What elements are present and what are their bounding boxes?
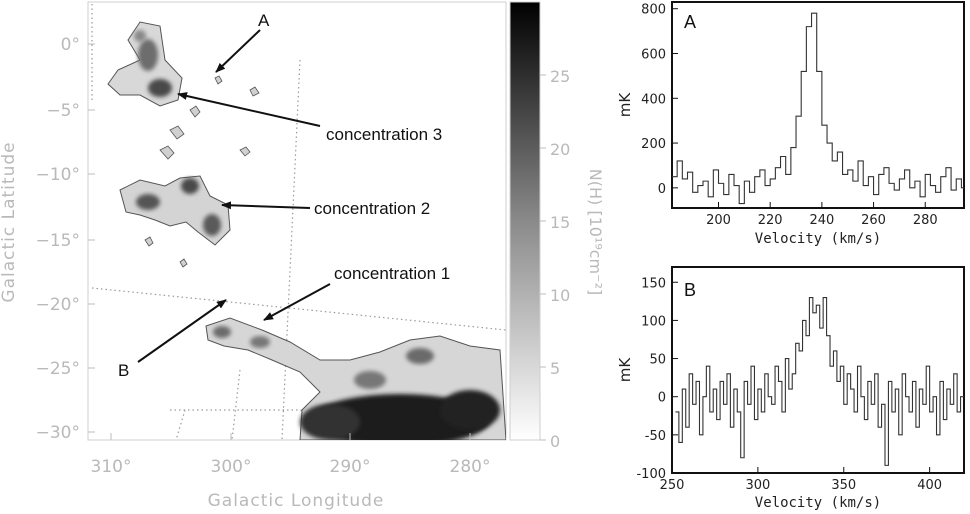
cloud-concentration-1	[205, 317, 506, 440]
arrow-concentration-3	[177, 92, 321, 127]
spectrum-a-frame	[671, 1, 965, 209]
map-image	[91, 4, 506, 440]
colorbar	[509, 1, 541, 441]
spectrum-a-y-tick-label: 200	[641, 137, 666, 152]
cloud-concentration-2	[119, 145, 251, 268]
colorbar-label: N(H) [10¹⁹cm⁻²]	[586, 169, 605, 295]
map-x-tick-label: 300°	[211, 457, 252, 477]
map-y-tick-label: −20°	[36, 295, 80, 315]
spectrum-b-panel-letter: B	[684, 280, 696, 300]
spectrum-b-y-tick-label: 0	[658, 391, 666, 406]
spectrum-b-x-tick-label: 400	[917, 478, 942, 493]
spectrum-b-x-tick-label: 300	[745, 478, 770, 493]
spectrum-b-y-tick-label: 50	[649, 353, 666, 368]
colorbar-tick-label: 10	[550, 286, 570, 305]
annotation-b: B	[118, 361, 129, 380]
spectrum-b-y-tick-label: 100	[641, 314, 666, 329]
map-y-axis-label: Galactic Latitude	[0, 141, 19, 302]
colorbar-tick-label: 20	[550, 140, 570, 159]
map-x-tick-label: 280°	[450, 457, 491, 477]
map-y-tick-labels: 0° −5° −10° −15° −20° −25° −30°	[36, 35, 80, 443]
annotation-concentration-3: concentration 3	[326, 125, 442, 144]
annotation-concentration-2: concentration 2	[314, 199, 430, 218]
colorbar-ticks	[540, 74, 546, 441]
spectrum-a-x-tick-label: 280	[913, 213, 938, 228]
colorbar-tick-label: 25	[550, 67, 570, 86]
map-x-tick-label: 290°	[330, 457, 371, 477]
spectrum-a-line	[672, 12, 964, 205]
colorbar-tick-labels: 0 5 10 15 20 25	[550, 67, 570, 451]
arrow-b	[137, 299, 227, 363]
map-x-tick-label: 310°	[91, 457, 132, 477]
colorbar-tick-label: 15	[550, 213, 570, 232]
spectrum-b-y-label: mK	[616, 357, 634, 383]
annotation-a: A	[258, 11, 270, 30]
spectrum-a-y-tick-label: 800	[641, 3, 666, 18]
spectrum-a-x-label: Velocity (km/s)	[755, 231, 881, 247]
spectrum-a-y-tick-label: 0	[658, 182, 666, 197]
map-y-tick-label: −10°	[36, 165, 80, 185]
map-ticks	[88, 43, 471, 440]
map-y-tick-label: −15°	[36, 231, 80, 251]
map-y-tick-label: −25°	[36, 359, 80, 379]
arrow-concentration-2	[221, 201, 311, 210]
arrow-concentration-1	[263, 283, 331, 321]
spectrum-panel-a: A mK Velocity (km/s) 200 220 240 260 280 0 200…	[616, 1, 965, 247]
arrow-a	[215, 29, 261, 73]
map-x-tick-labels: 310° 300° 290° 280°	[91, 457, 491, 477]
spectrum-a-panel-letter: A	[684, 12, 696, 32]
spectrum-a-x-tick-label: 200	[706, 213, 731, 228]
spectrum-a-x-tick-label: 220	[758, 213, 783, 228]
spectrum-panel-b: B mK Velocity (km/s) 250 300 350 400 -100 -50…	[616, 266, 965, 511]
map-y-tick-label: 0°	[61, 35, 80, 55]
map-y-tick-label: −30°	[36, 423, 80, 443]
hi-map-panel: 310° 300° 290° 280° 0° −5° −10° −15° −20…	[0, 1, 605, 511]
spectrum-b-y-tick-label: -50	[645, 429, 666, 444]
survey-boundary	[91, 4, 506, 440]
spectrum-b-x-tick-label: 350	[831, 478, 856, 493]
spectrum-b-line	[675, 296, 964, 466]
spectrum-a-x-tick-label: 260	[861, 213, 886, 228]
spectrum-a-y-tick-label: 600	[641, 48, 666, 63]
colorbar-tick-label: 0	[550, 432, 560, 451]
spectrum-a-y-tick-label: 400	[641, 92, 666, 107]
spectrum-a-y-label: mK	[616, 92, 634, 118]
map-x-axis-label: Galactic Longitude	[208, 491, 385, 511]
spectrum-b-frame	[671, 266, 965, 474]
spectrum-a-x-tick-label: 240	[809, 213, 834, 228]
map-y-tick-label: −5°	[46, 101, 80, 121]
spectrum-b-x-tick-label: 250	[660, 478, 685, 493]
spectrum-b-y-tick-label: 150	[641, 276, 666, 291]
colorbar-tick-label: 5	[550, 359, 560, 378]
cloud-concentration-3	[107, 21, 260, 140]
spectrum-b-y-tick-label: -100	[636, 467, 666, 482]
map-annotations: A concentration 3 concentration 2 concen…	[118, 11, 450, 380]
annotation-concentration-1: concentration 1	[334, 264, 450, 283]
spectrum-b-x-label: Velocity (km/s)	[755, 495, 881, 511]
